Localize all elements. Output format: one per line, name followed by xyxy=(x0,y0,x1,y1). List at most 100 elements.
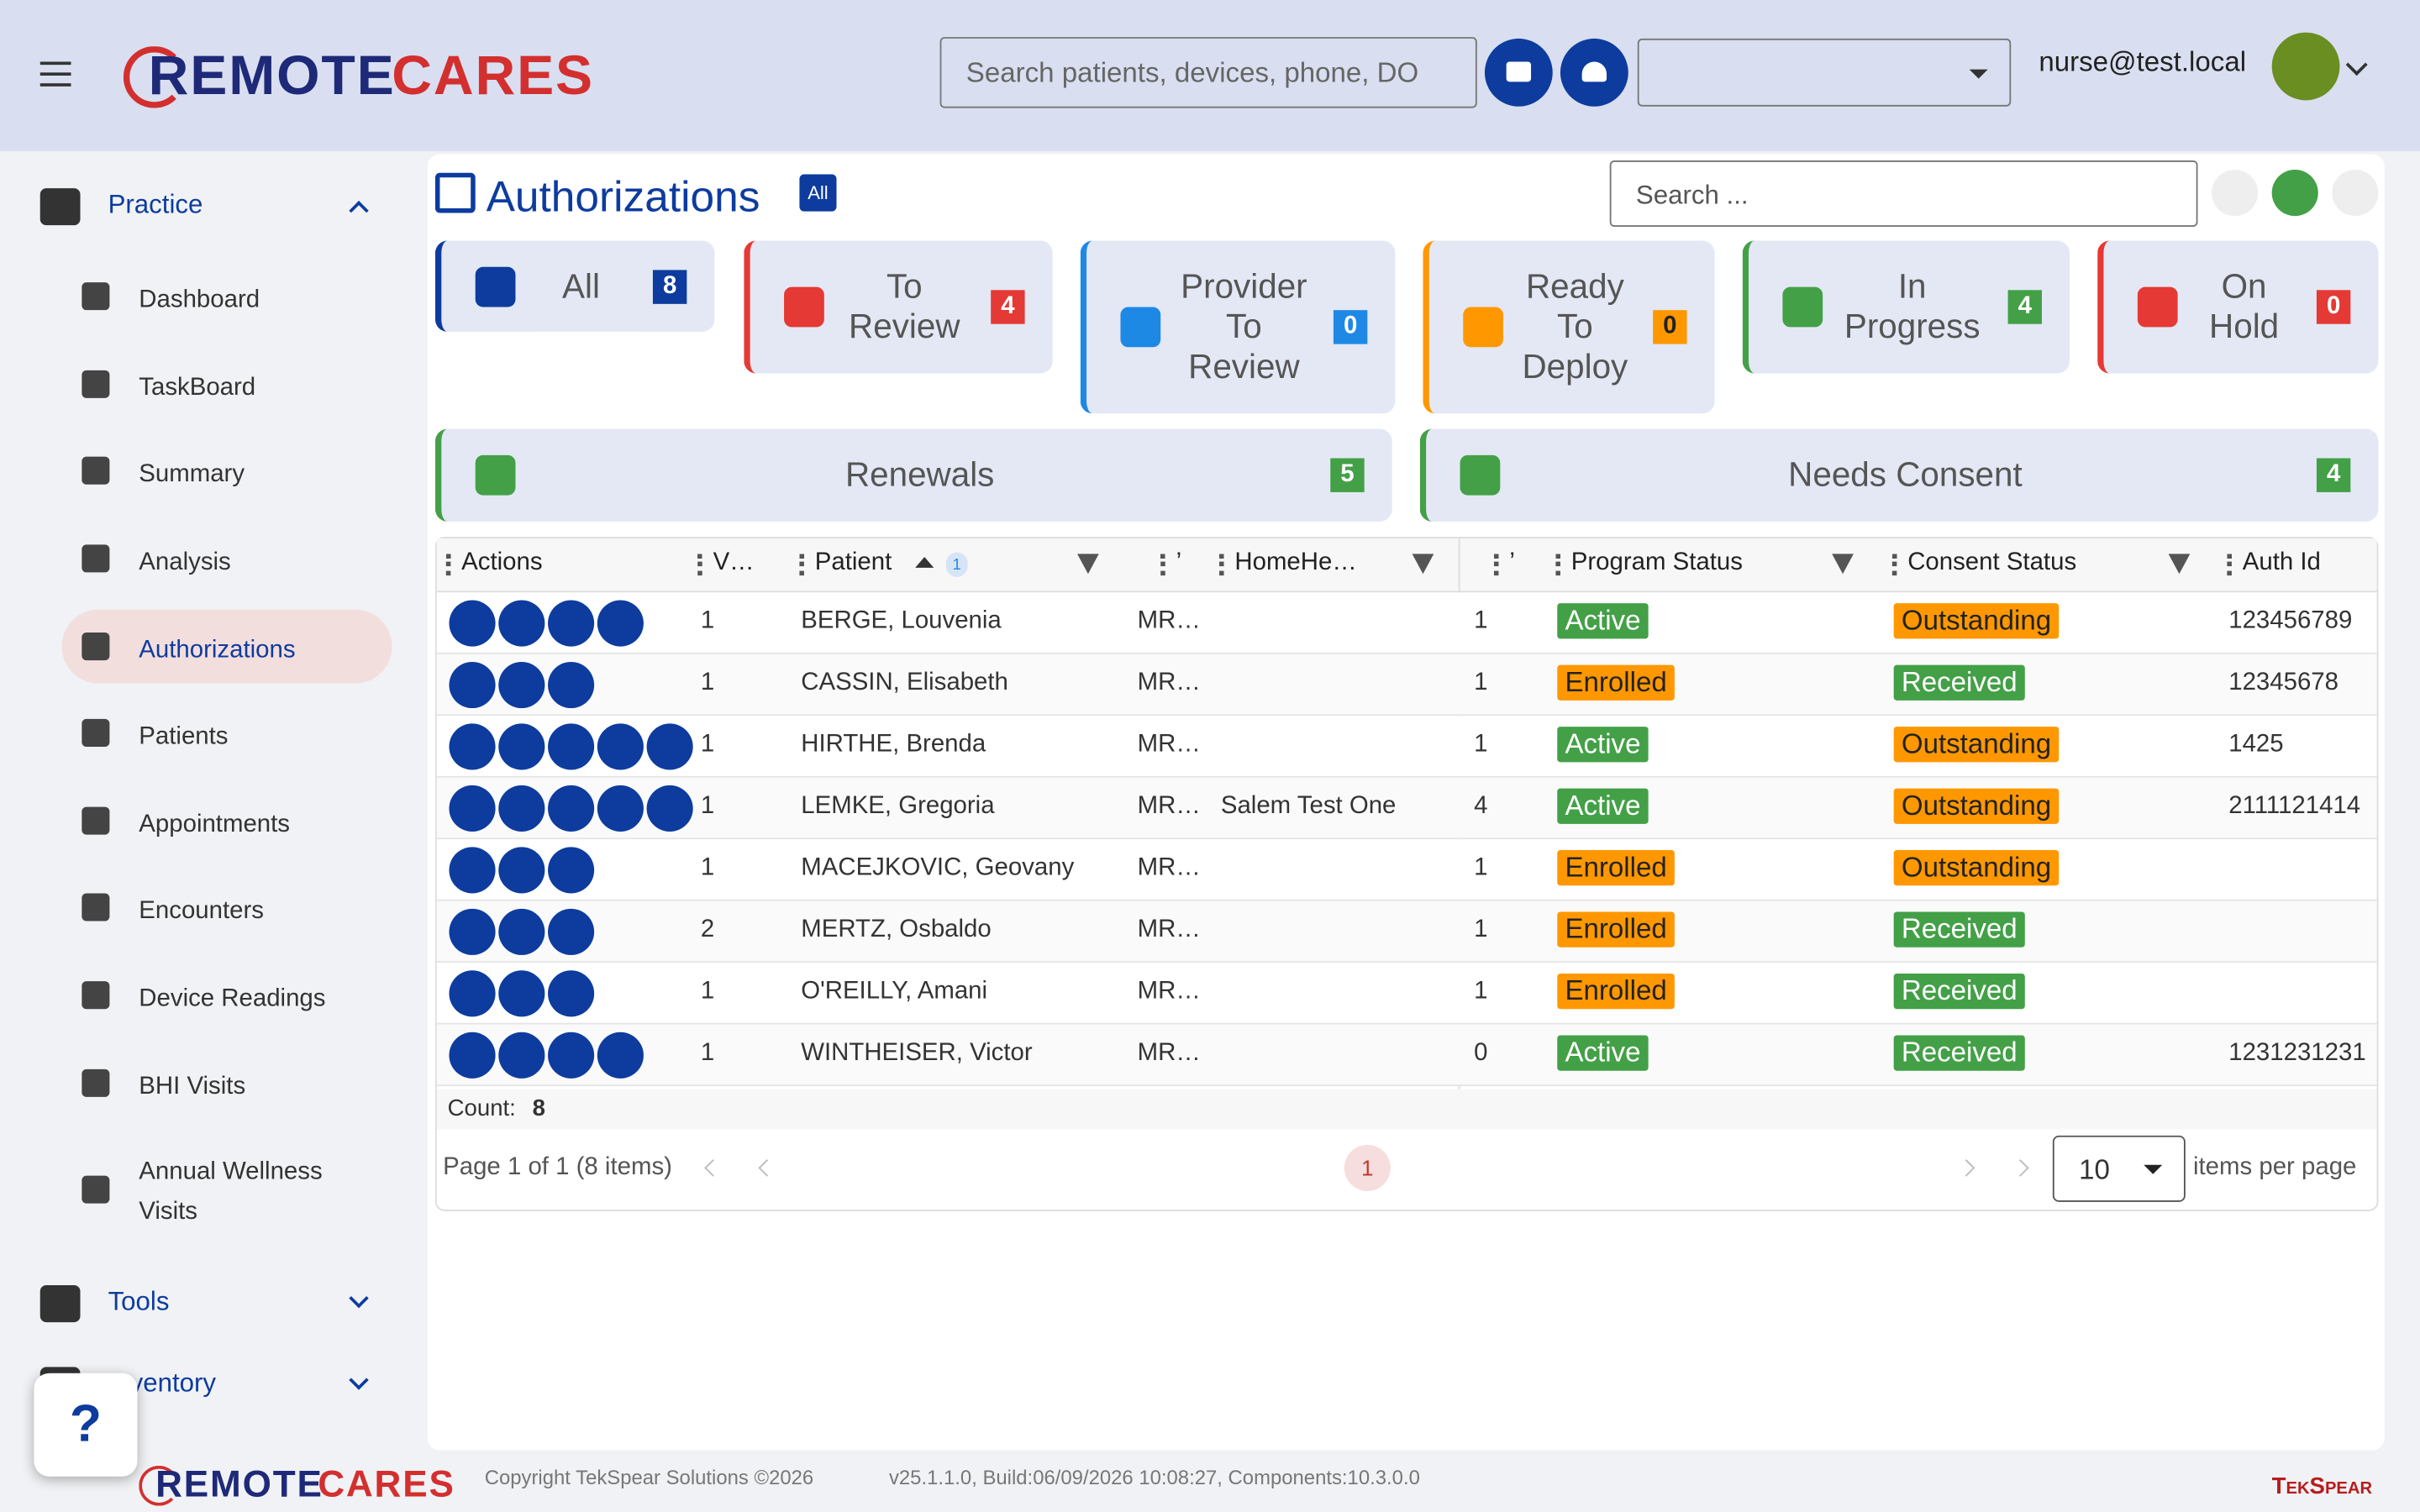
filter-card[interactable]: In Progress 4 xyxy=(1742,240,2070,374)
action-button[interactable] xyxy=(498,847,545,894)
action-button[interactable] xyxy=(548,970,595,1017)
sidebar-item[interactable]: Annual Wellness Visits xyxy=(139,1158,323,1226)
filter-icon[interactable] xyxy=(2168,554,2191,575)
action-button[interactable] xyxy=(597,600,644,647)
column-header[interactable]: Auth Id xyxy=(2242,549,2321,576)
action-button[interactable] xyxy=(498,600,545,647)
action-button[interactable] xyxy=(498,908,545,955)
sidebar-item[interactable]: Patients xyxy=(139,723,229,750)
filter-card[interactable]: Ready To Deploy 0 xyxy=(1423,240,1715,414)
sidebar-group[interactable]: Practice xyxy=(108,189,203,219)
filter-button[interactable] xyxy=(2212,170,2259,217)
filter-card[interactable]: Provider To Review 0 xyxy=(1080,240,1396,414)
action-button[interactable] xyxy=(548,908,595,955)
action-button[interactable] xyxy=(548,661,595,709)
action-button[interactable] xyxy=(498,1032,545,1079)
column-handle xyxy=(1160,554,1165,576)
sidebar-group[interactable]: Tools xyxy=(108,1286,170,1316)
auth-id-cell: 2111121414 xyxy=(2228,793,2361,820)
copyright: Copyright TekSpear Solutions ©2026 xyxy=(484,1465,814,1489)
refresh-button[interactable] xyxy=(2271,170,2318,217)
group-icon xyxy=(39,1284,81,1323)
filter-card[interactable]: Renewals 5 xyxy=(434,428,1392,522)
page-icon xyxy=(434,172,476,213)
sidebar-item[interactable]: Encounters xyxy=(139,897,264,925)
menu-button[interactable] xyxy=(39,61,71,87)
action-button[interactable] xyxy=(548,785,595,832)
filter-icon[interactable] xyxy=(1412,554,1434,575)
sidebar-item[interactable]: Summary xyxy=(139,461,245,488)
title-badge: All xyxy=(799,174,837,212)
chevron xyxy=(349,1370,369,1390)
count-cell: 4 xyxy=(1474,793,1488,820)
sidebar-item[interactable]: TaskBoard xyxy=(139,375,256,402)
card-icon xyxy=(1463,307,1503,348)
avatar[interactable] xyxy=(2271,32,2340,101)
action-button[interactable] xyxy=(498,785,545,832)
column-header[interactable]: HomeHe… xyxy=(1234,549,1357,576)
help-icon[interactable] xyxy=(2332,170,2379,217)
page-title: Authorizations xyxy=(486,172,760,221)
action-button[interactable] xyxy=(597,1032,644,1079)
filter-card[interactable]: On Hold 0 xyxy=(2097,240,2379,374)
action-button[interactable] xyxy=(449,723,496,770)
mr-cell: MR… xyxy=(1137,978,1201,1005)
practice-select[interactable] xyxy=(1637,38,2012,107)
page-search[interactable]: Search ... xyxy=(1609,160,2198,227)
card-label: In Progress xyxy=(1844,266,1981,346)
action-button[interactable] xyxy=(498,970,545,1017)
sidebar-item[interactable]: Authorizations xyxy=(139,637,296,664)
count-row xyxy=(436,1089,2377,1130)
sidebar-item[interactable]: BHI Visits xyxy=(139,1074,246,1100)
column-header[interactable]: Patient xyxy=(814,549,892,576)
column-header[interactable]: Actions xyxy=(461,549,543,576)
action-button[interactable] xyxy=(498,661,545,709)
column-header[interactable]: ’ xyxy=(1509,549,1515,576)
action-button[interactable] xyxy=(449,908,496,955)
action-button[interactable] xyxy=(597,785,644,832)
page-size[interactable]: 10 xyxy=(2052,1135,2186,1202)
filter-card[interactable]: All 8 xyxy=(434,240,715,332)
user-name[interactable]: nurse@test.local xyxy=(2039,46,2247,77)
item-icon xyxy=(82,981,110,1010)
column-handle xyxy=(697,554,702,576)
column-header[interactable]: ’ xyxy=(1176,549,1182,576)
action-button[interactable] xyxy=(646,785,693,832)
action-button[interactable] xyxy=(449,661,496,709)
action-button[interactable] xyxy=(548,600,595,647)
action-button[interactable] xyxy=(449,600,496,647)
action-button[interactable] xyxy=(498,723,545,770)
filter-card[interactable]: To Review 4 xyxy=(744,240,1053,374)
footer-brand: TekSpear xyxy=(2271,1473,2373,1500)
column-header[interactable]: Program Status xyxy=(1570,549,1743,576)
action-button[interactable] xyxy=(548,1032,595,1079)
sidebar-item[interactable]: Analysis xyxy=(139,549,231,576)
global-search[interactable]: Search patients, devices, phone, DO xyxy=(939,37,1477,108)
sidebar-item[interactable]: Appointments xyxy=(139,811,291,838)
action-button[interactable] xyxy=(449,847,496,894)
column-header[interactable]: Consent Status xyxy=(1907,549,2077,576)
pager-page[interactable]: 1 xyxy=(1344,1144,1391,1191)
help-button[interactable]: ? xyxy=(34,1373,138,1477)
sidebar-item[interactable]: Dashboard xyxy=(139,286,260,313)
caret xyxy=(1969,69,1988,79)
patient-cell: BERGE, Louvenia xyxy=(801,607,1002,634)
messages-button[interactable] xyxy=(1484,38,1553,107)
column-header[interactable]: V… xyxy=(713,549,755,576)
action-button[interactable] xyxy=(449,1032,496,1079)
action-button[interactable] xyxy=(646,723,693,770)
v-cell: 1 xyxy=(700,669,715,696)
filter-icon[interactable] xyxy=(1832,554,1854,575)
sidebar-item[interactable]: Device Readings xyxy=(139,985,326,1012)
filter-icon[interactable] xyxy=(1077,554,1099,575)
logo-right: CARES xyxy=(392,44,594,108)
row xyxy=(436,900,2377,963)
card-count: 8 xyxy=(652,269,687,303)
notifications-button[interactable] xyxy=(1560,38,1628,107)
action-button[interactable] xyxy=(597,723,644,770)
action-button[interactable] xyxy=(548,723,595,770)
filter-card[interactable]: Needs Consent 4 xyxy=(1419,428,2379,522)
action-button[interactable] xyxy=(548,847,595,894)
action-button[interactable] xyxy=(449,785,496,832)
action-button[interactable] xyxy=(449,970,496,1017)
